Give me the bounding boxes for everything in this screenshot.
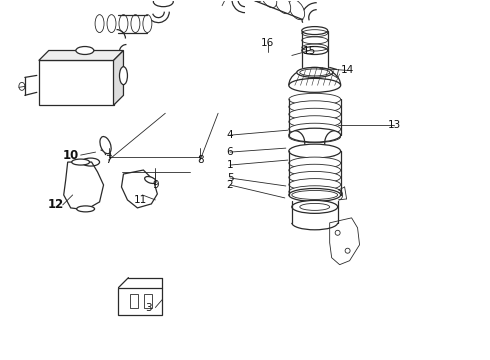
Ellipse shape <box>289 171 341 183</box>
Text: 14: 14 <box>341 66 354 76</box>
Ellipse shape <box>72 159 90 165</box>
Ellipse shape <box>289 101 341 113</box>
Text: 9: 9 <box>152 180 159 190</box>
Ellipse shape <box>289 144 341 158</box>
Text: 3: 3 <box>145 302 152 312</box>
Ellipse shape <box>275 0 291 14</box>
Ellipse shape <box>82 158 99 166</box>
Ellipse shape <box>247 0 263 2</box>
Ellipse shape <box>289 128 341 142</box>
Ellipse shape <box>289 131 341 143</box>
Ellipse shape <box>289 186 341 198</box>
Text: 13: 13 <box>388 120 401 130</box>
Ellipse shape <box>289 164 341 176</box>
Bar <box>119 288 162 315</box>
Text: 5: 5 <box>227 173 233 183</box>
Ellipse shape <box>289 189 341 201</box>
Ellipse shape <box>289 179 341 190</box>
Ellipse shape <box>289 116 341 128</box>
Ellipse shape <box>261 0 277 8</box>
Ellipse shape <box>289 93 341 105</box>
Text: 11: 11 <box>134 195 147 205</box>
Text: 10: 10 <box>63 149 79 162</box>
Ellipse shape <box>289 157 341 169</box>
Ellipse shape <box>297 67 333 77</box>
Ellipse shape <box>100 136 111 154</box>
Ellipse shape <box>76 206 95 212</box>
Polygon shape <box>39 50 123 60</box>
Text: 15: 15 <box>303 45 317 55</box>
Text: 6: 6 <box>227 147 233 157</box>
Text: 4: 4 <box>227 130 233 140</box>
Ellipse shape <box>107 15 116 32</box>
Text: 16: 16 <box>261 37 274 48</box>
Ellipse shape <box>143 15 152 32</box>
Bar <box>39 60 114 105</box>
Ellipse shape <box>119 15 128 32</box>
Ellipse shape <box>289 108 341 120</box>
Ellipse shape <box>292 201 338 213</box>
Ellipse shape <box>76 46 94 54</box>
Ellipse shape <box>120 67 127 85</box>
Polygon shape <box>114 50 123 105</box>
Text: 2: 2 <box>227 180 233 190</box>
Ellipse shape <box>145 176 156 184</box>
Ellipse shape <box>131 15 140 32</box>
Bar <box>145 293 152 307</box>
Bar <box>130 293 138 307</box>
Ellipse shape <box>95 15 104 32</box>
Ellipse shape <box>289 123 341 135</box>
Ellipse shape <box>289 78 341 92</box>
Ellipse shape <box>289 0 305 20</box>
Text: 1: 1 <box>227 160 233 170</box>
Text: 12: 12 <box>48 198 64 211</box>
Text: 7: 7 <box>105 155 112 165</box>
Text: 8: 8 <box>197 155 203 165</box>
